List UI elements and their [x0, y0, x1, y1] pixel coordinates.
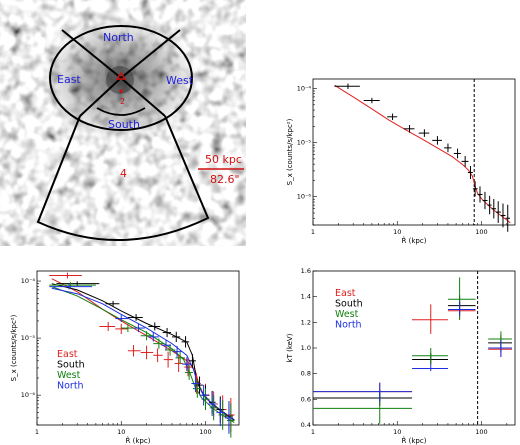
inner-arc-region	[96, 107, 146, 116]
legend-entry: East	[57, 349, 78, 360]
legend-entry: South	[57, 360, 85, 371]
legend-entry: North	[335, 320, 362, 331]
chart-sb-profile-sectors: 1 10 100 10⁻⁶ 10⁻⁵ 10⁻⁴ R̂ (kpc) S_x (counts/s/…	[10, 270, 240, 445]
sector-divider-ne	[120, 29, 181, 79]
scale-physical-label: 50 kpc	[205, 153, 242, 166]
legend-entry: West	[335, 309, 359, 320]
x-axis-label: R̂ (kpc)	[402, 237, 427, 245]
x-tick-label: 100	[199, 428, 211, 436]
sector-divider-sw	[79, 77, 122, 117]
sector-label-east: East	[57, 73, 81, 86]
y-tick-label: 10⁻⁶	[297, 193, 312, 201]
y-tick-label: 1.2	[301, 318, 311, 326]
y-tick-label: 0.4	[301, 421, 311, 429]
plot-frame	[312, 78, 516, 226]
y-tick-label: 10⁻⁵	[21, 334, 36, 342]
y-axis-label: kT (keV)	[286, 333, 294, 362]
y-tick-label: 1.6	[301, 267, 311, 275]
y-tick-label: 10⁻⁶	[21, 391, 36, 399]
y-tick-label: 10⁻⁴	[297, 85, 312, 93]
legend-entry: West	[57, 370, 81, 381]
sector-label-west: West	[166, 74, 194, 87]
sector-divider-se	[120, 77, 166, 117]
xray-image-panel: North East West South 2 4 50 kpc 82.6"	[0, 0, 246, 246]
x-axis-label: R̂ (kpc)	[126, 437, 151, 445]
chart-temperature-profile: 1 10 100 0.4 0.6 0.8 1.0 1.2 1.4 1.6 R̂ (kpc) kT (k…	[286, 267, 516, 445]
x-tick-label: 100	[475, 428, 487, 436]
y-tick-label: 0.6	[301, 395, 311, 403]
x-tick-label: 10	[393, 228, 401, 236]
legend-entry: North	[57, 381, 84, 392]
y-tick-label: 10⁻⁴	[21, 277, 36, 285]
chart-sb-profile-total: 1 10 100 10⁻⁶ 10⁻⁵ 10⁻⁴ R̂ (kpc) S_x (counts/s/…	[286, 78, 516, 245]
x-tick-label: 1	[35, 428, 39, 436]
y-tick-label: 0.8	[301, 370, 311, 378]
scale-angular-label: 82.6"	[210, 173, 240, 186]
y-tick-label: 1.0	[301, 344, 311, 352]
region-number-4: 4	[120, 167, 127, 180]
y-axis-label: S_x (counts/s/kpc²)	[10, 314, 18, 381]
x-tick-label: 10	[393, 428, 401, 436]
y-tick-label: 1.4	[301, 293, 311, 301]
y-axis-label: S_x (counts/s/kpc²)	[286, 118, 294, 185]
region-2-marker	[119, 89, 123, 93]
x-tick-label: 1	[311, 228, 315, 236]
plot-frame	[36, 270, 240, 426]
legend-entry: South	[335, 299, 363, 310]
y-tick-label: 10⁻⁵	[297, 139, 312, 147]
x-tick-label: 1	[311, 428, 315, 436]
southern-wedge-region	[36, 115, 210, 241]
x-axis-label: R̂ (kpc)	[402, 437, 427, 445]
legend-entry: East	[335, 288, 356, 299]
x-tick-label: 10	[117, 428, 125, 436]
model-curve	[334, 84, 511, 224]
sector-label-south: South	[108, 118, 140, 131]
sector-divider-nw	[61, 29, 122, 79]
sector-label-north: North	[103, 31, 134, 44]
outer-ellipse-region	[49, 25, 193, 131]
region-number-2: 2	[120, 97, 125, 106]
model-curve	[51, 286, 235, 424]
model-curve	[51, 287, 235, 421]
x-tick-label: 100	[475, 228, 487, 236]
center-marker	[115, 71, 127, 80]
